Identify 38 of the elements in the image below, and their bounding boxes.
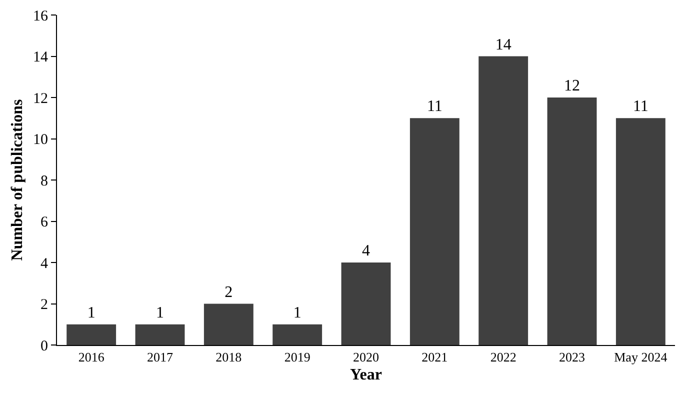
bar: [547, 98, 597, 345]
bar: [341, 262, 391, 345]
data-label: 14: [495, 36, 512, 54]
y-tick-label: 14: [33, 50, 48, 66]
y-tick-label: 16: [33, 8, 48, 24]
x-tick-label: 2022: [490, 350, 516, 365]
y-tick-label: 12: [33, 90, 48, 107]
data-label: 4: [362, 242, 370, 260]
data-label: 1: [293, 304, 302, 322]
x-tick-label: 2017: [147, 350, 174, 365]
bar: [135, 324, 185, 345]
x-tick-label: May 2024: [614, 350, 668, 365]
data-label: 1: [87, 304, 96, 322]
bar: [410, 118, 460, 345]
y-axis-title: Number of publications: [8, 99, 26, 261]
y-tick-label: 8: [40, 173, 48, 190]
y-tick-label: 4: [40, 256, 48, 272]
data-label: 1: [156, 304, 164, 322]
x-tick-label: 2019: [284, 350, 310, 365]
y-tick-label: 6: [40, 214, 48, 230]
bar: [616, 118, 666, 345]
y-tick-label: 2: [40, 297, 48, 313]
y-tick-label: 10: [33, 132, 48, 148]
x-tick-label: 2020: [353, 350, 379, 365]
data-label: 11: [632, 98, 648, 116]
data-label: 12: [564, 78, 580, 94]
x-tick-label: 2023: [559, 350, 585, 365]
x-tick-label: 2016: [78, 350, 105, 365]
x-tick-label: 2018: [216, 350, 242, 365]
data-label: 11: [426, 98, 442, 116]
x-axis-title: Year: [350, 366, 382, 384]
bar: [478, 56, 528, 345]
y-tick-label: 0: [40, 338, 48, 354]
x-tick-label: 2021: [422, 350, 448, 365]
bar: [66, 324, 116, 345]
bar: [204, 304, 254, 345]
bar: [272, 324, 322, 345]
data-label: 2: [224, 284, 233, 301]
